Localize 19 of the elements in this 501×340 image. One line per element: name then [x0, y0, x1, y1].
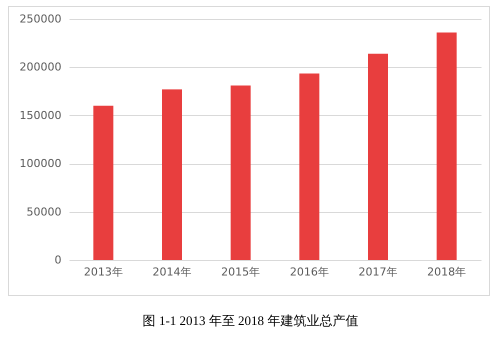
y-tick-label: 150000: [20, 108, 62, 122]
y-tick-label: 50000: [26, 205, 62, 218]
x-tick-label: 2016年: [290, 266, 329, 278]
text: 图 1-1 2013 年至 2018 年建筑业总产值: [142, 312, 360, 330]
x-tick-label: 2015年: [221, 266, 260, 278]
y-tick-label: 0: [54, 254, 62, 266]
y-tick-label: 250000: [20, 12, 62, 26]
bar: [436, 32, 457, 260]
x-tick-label: 2018年: [427, 266, 466, 278]
x-tick-label: 2017年: [358, 266, 398, 278]
bar: [162, 89, 182, 260]
bar: [368, 54, 388, 260]
y-tick-label: 200000: [20, 60, 62, 74]
x-tick-label: 2013年: [84, 266, 123, 278]
bar: [230, 86, 251, 260]
bar: [299, 73, 320, 260]
y-tick-label: 100000: [20, 157, 62, 170]
bar: [93, 106, 114, 260]
x-tick-label: 2014年: [152, 266, 192, 278]
